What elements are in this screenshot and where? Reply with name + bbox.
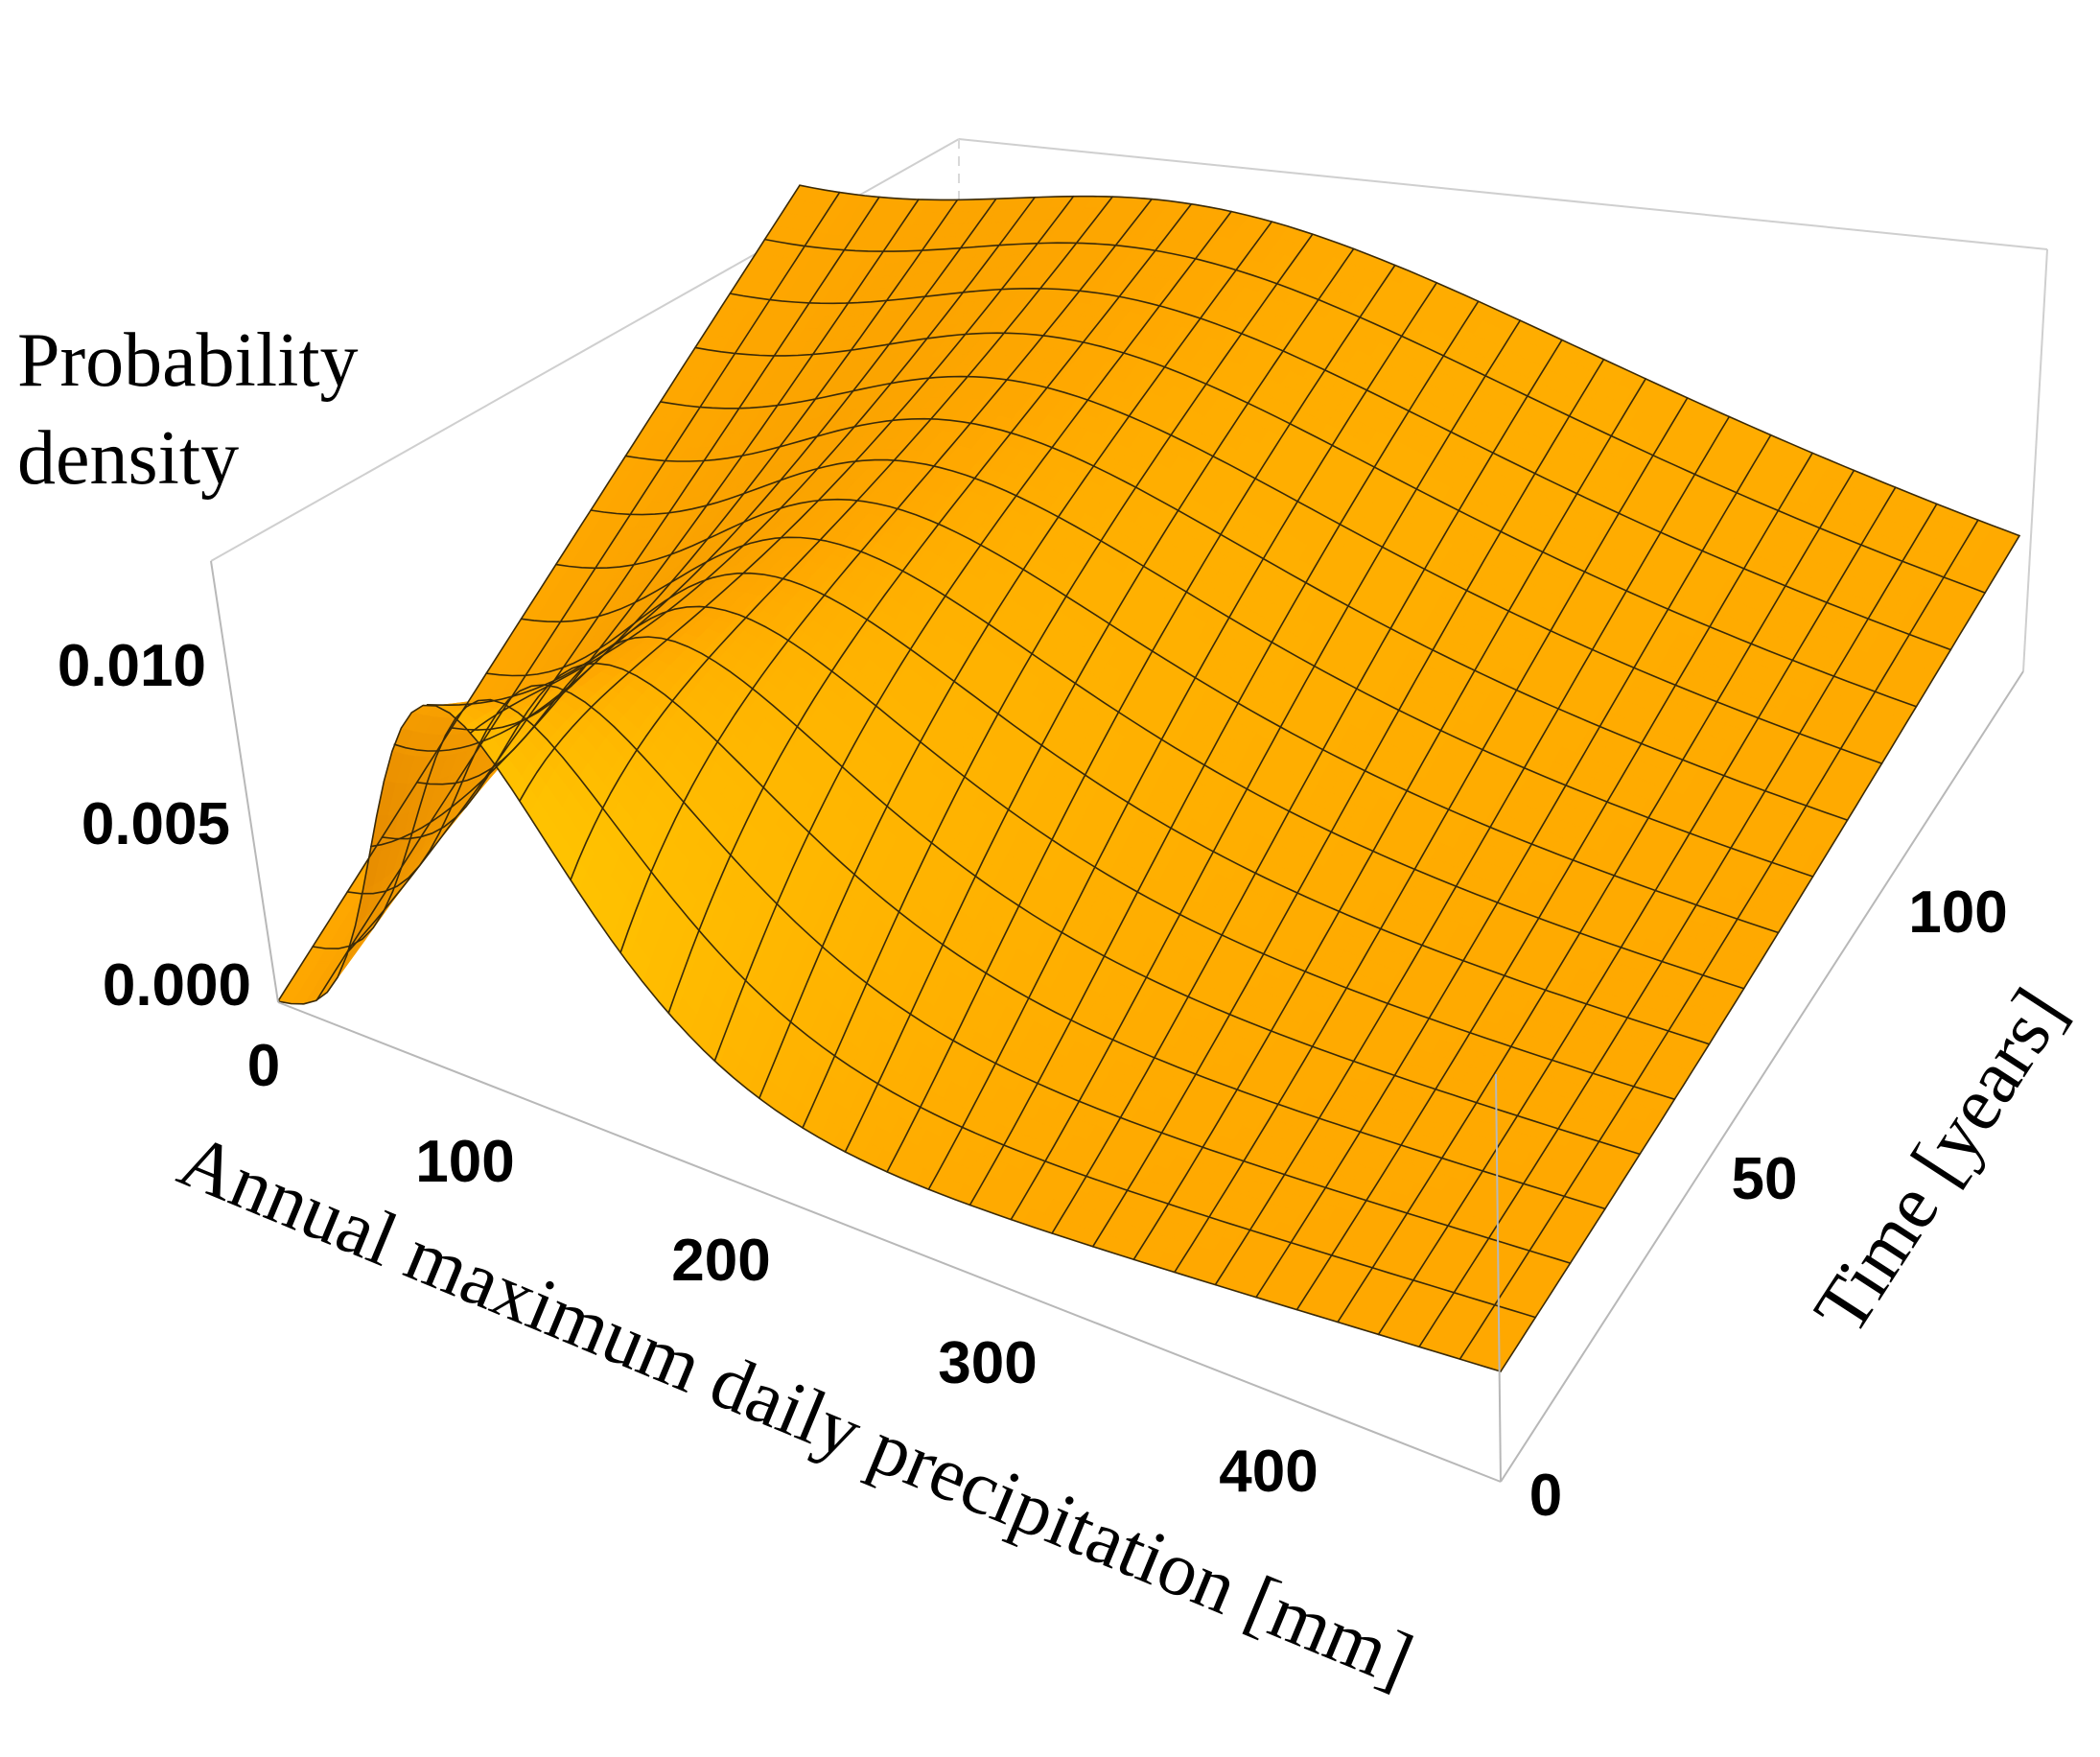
probability-density-surface (276, 184, 2020, 1372)
